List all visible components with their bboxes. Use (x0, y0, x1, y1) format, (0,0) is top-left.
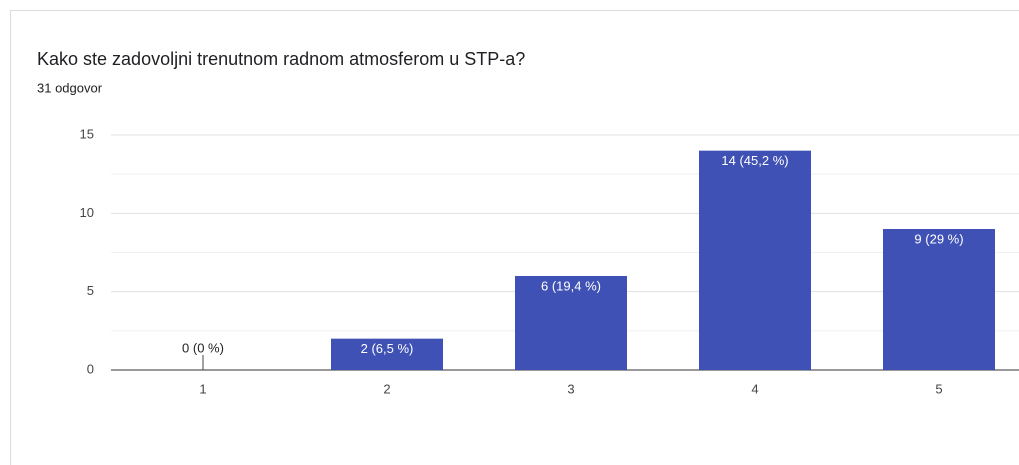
data-label: 9 (29 %) (914, 231, 963, 246)
chart-subtitle: 31 odgovor (37, 80, 103, 95)
x-tick-label: 4 (751, 381, 758, 396)
bar (331, 338, 443, 370)
card (10, 10, 1019, 465)
y-tick-label: 10 (80, 205, 94, 220)
y-tick-label: 5 (87, 283, 94, 298)
x-tick-label: 3 (567, 381, 574, 396)
data-label: 14 (45,2 %) (721, 153, 788, 168)
y-tick-label: 0 (87, 361, 94, 376)
x-tick-label: 2 (383, 381, 390, 396)
bar (699, 150, 811, 370)
data-label: 6 (19,4 %) (541, 278, 601, 293)
x-tick-label: 5 (935, 381, 942, 396)
bar (515, 276, 627, 370)
data-label: 0 (0 %) (182, 340, 224, 355)
chart-title: Kako ste zadovoljni trenutnom radnom atm… (37, 49, 525, 69)
data-label: 2 (6,5 %) (361, 341, 414, 356)
bar (883, 229, 995, 370)
y-tick-label: 15 (80, 126, 94, 141)
x-tick-label: 1 (199, 381, 206, 396)
